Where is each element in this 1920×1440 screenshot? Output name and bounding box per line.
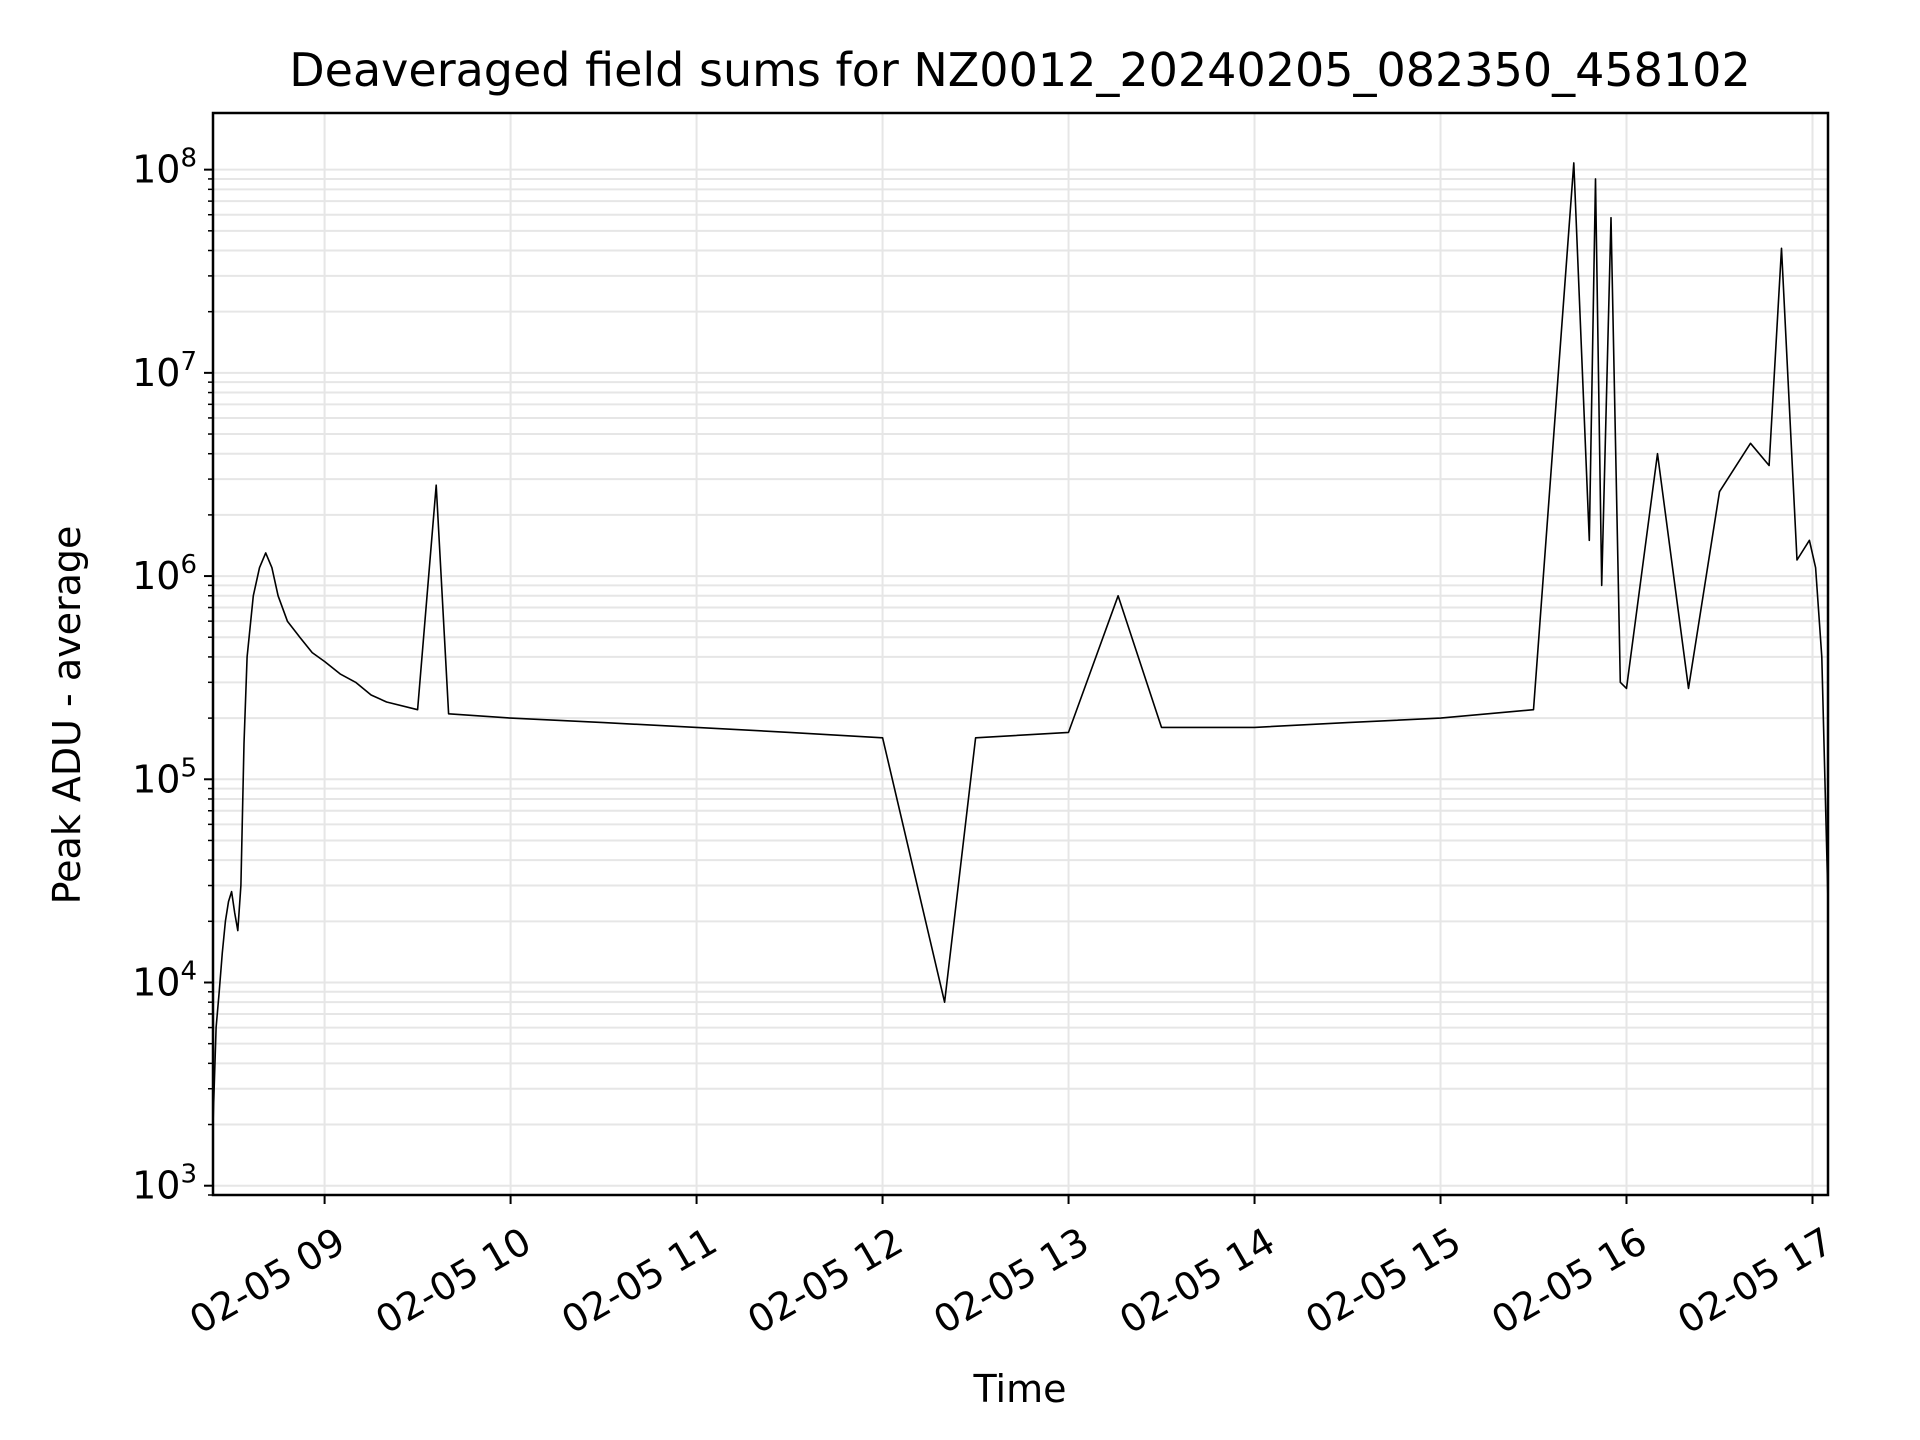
chart-title: Deaveraged field sums for NZ0012_2024020…: [289, 43, 1750, 97]
y-tick-exponent: 7: [180, 347, 197, 377]
y-tick-label: 105: [132, 753, 197, 801]
y-tick-exponent: 8: [180, 144, 197, 174]
y-tick-label: 108: [132, 144, 197, 192]
y-axis-label: Peak ADU - average: [45, 526, 89, 905]
y-tick-base: 10: [132, 148, 180, 192]
x-axis-label: Time: [973, 1367, 1067, 1411]
y-tick-label: 107: [132, 347, 197, 395]
y-tick-label: 106: [132, 550, 197, 598]
y-tick-exponent: 6: [180, 550, 197, 580]
y-tick-exponent: 5: [180, 753, 197, 783]
plot-frame: [211, 111, 1830, 1197]
y-tick-base: 10: [132, 1164, 180, 1208]
y-tick-base: 10: [132, 554, 180, 598]
y-tick-label: 104: [132, 956, 197, 1004]
y-tick-base: 10: [132, 960, 180, 1004]
y-tick-exponent: 3: [180, 1160, 197, 1190]
y-tick-base: 10: [132, 351, 180, 395]
y-tick-exponent: 4: [180, 956, 197, 986]
y-tick-base: 10: [132, 757, 180, 801]
grid-lines: [213, 113, 1828, 1196]
y-tick-label: 103: [132, 1160, 197, 1208]
series-group: [212, 162, 1829, 1125]
series-line: [212, 162, 1829, 1125]
